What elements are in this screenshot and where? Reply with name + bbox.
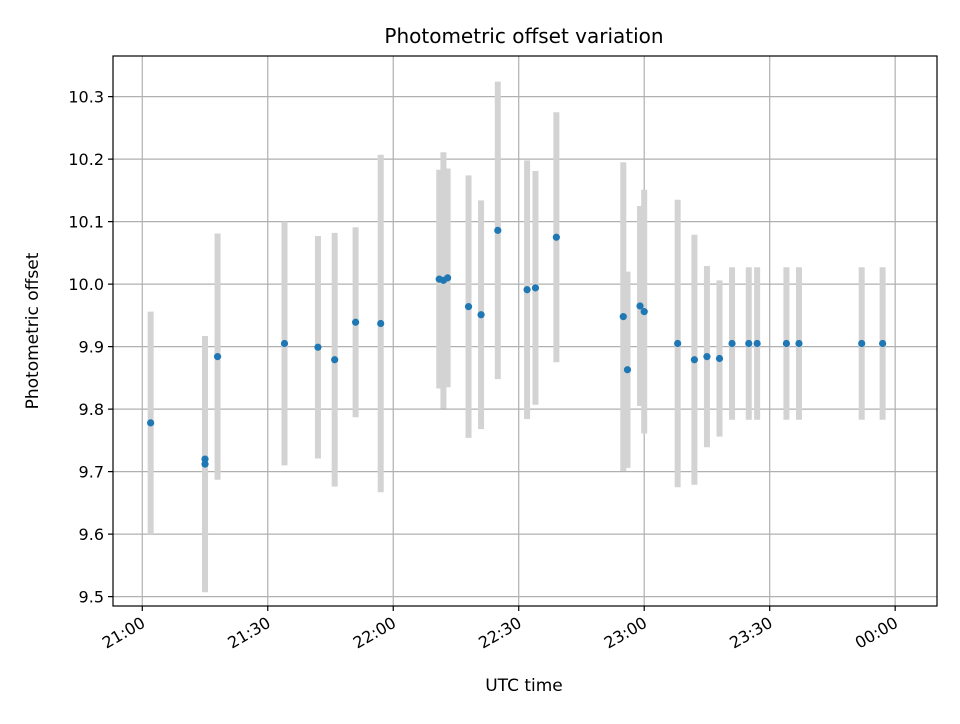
- y-tick-label: 9.9: [79, 338, 104, 357]
- data-point: [690, 356, 699, 364]
- data-point: [331, 356, 339, 364]
- data-point: [531, 284, 540, 292]
- data-point: [552, 233, 560, 241]
- data-point: [377, 319, 385, 328]
- data-point: [201, 455, 209, 463]
- y-tick-label: 10.3: [68, 88, 104, 107]
- data-point: [715, 354, 724, 363]
- data-point: [640, 308, 648, 316]
- data-point: [280, 339, 289, 348]
- y-tick-label: 9.8: [79, 400, 104, 419]
- data-point: [879, 339, 887, 348]
- data-point: [619, 313, 627, 321]
- data-point: [753, 339, 761, 348]
- data-point: [201, 460, 209, 468]
- data-point: [494, 226, 502, 234]
- data-point: [858, 339, 866, 348]
- data-point: [795, 339, 803, 348]
- y-axis-ticks: 9.5 9.6 9.7 9.8 9.9 10.0 10.1 10.2 10.3: [68, 88, 113, 607]
- data-point: [477, 311, 485, 319]
- data-point: [213, 353, 222, 361]
- data-points: [147, 226, 887, 468]
- data-point: [444, 274, 452, 282]
- data-point: [147, 419, 155, 427]
- data-point: [745, 339, 753, 348]
- data-point: [314, 343, 322, 351]
- data-point: [636, 302, 644, 310]
- x-axis-label: UTC time: [485, 676, 563, 696]
- chart-title: Photometric offset variation: [384, 24, 663, 48]
- data-point: [782, 339, 791, 348]
- y-tick-label: 9.5: [79, 588, 104, 607]
- y-tick-label: 9.7: [79, 463, 104, 482]
- data-point: [464, 303, 473, 311]
- y-tick-label: 10.0: [68, 275, 104, 294]
- plot-frame: [112, 55, 938, 607]
- data-point: [623, 366, 632, 374]
- y-tick-label: 10.1: [68, 213, 104, 232]
- y-tick-label: 9.6: [79, 525, 104, 544]
- data-point: [703, 353, 711, 361]
- data-point: [674, 339, 682, 348]
- y-axis-label: Photometric offset: [23, 252, 43, 409]
- data-point: [728, 339, 736, 348]
- data-point: [523, 286, 531, 294]
- data-point: [351, 318, 360, 326]
- y-tick-label: 10.2: [68, 150, 104, 169]
